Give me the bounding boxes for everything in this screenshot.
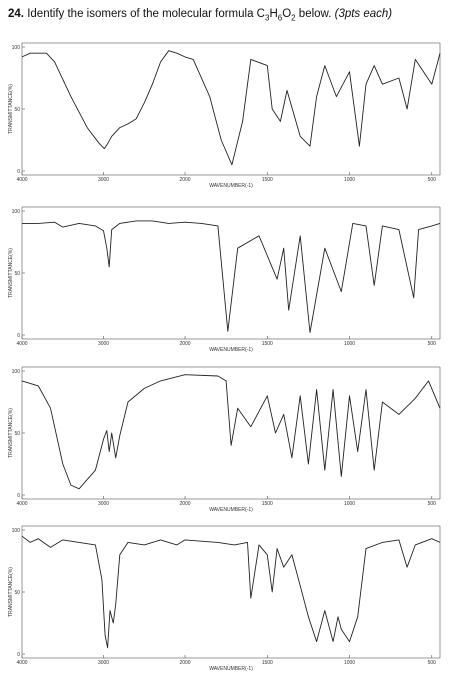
x-tick-label: 1500 bbox=[262, 177, 273, 183]
question-text: O bbox=[282, 8, 292, 20]
plot-frame bbox=[21, 366, 441, 500]
x-tick-label: 1500 bbox=[262, 660, 273, 666]
question: 24. Identify the isomers of the molecula… bbox=[8, 8, 392, 22]
x-tick-label: 500 bbox=[428, 177, 437, 183]
y-axis-label: TRANSMITTANCE(%) bbox=[8, 567, 14, 617]
y-tick-label: 50 bbox=[14, 271, 20, 277]
question-text: H bbox=[269, 8, 278, 20]
x-axis-label: WAVENUMBER(-1) bbox=[209, 183, 253, 189]
y-tick-label: 50 bbox=[14, 590, 20, 596]
x-tick-label: 2000 bbox=[179, 177, 190, 183]
question-number: 24. bbox=[8, 8, 24, 20]
y-axis-label: TRANSMITTANCE(%) bbox=[8, 408, 14, 458]
question-text: Identify the isomers of the molecular fo… bbox=[27, 8, 265, 20]
x-tick-label: 1000 bbox=[344, 177, 355, 183]
x-tick-label: 2000 bbox=[179, 501, 190, 507]
y-tick-label: 0 bbox=[17, 652, 20, 658]
sub: 3 bbox=[264, 13, 270, 23]
sub: 6 bbox=[277, 13, 283, 23]
x-tick-label: 1500 bbox=[262, 501, 273, 507]
y-tick-label: 0 bbox=[17, 169, 20, 175]
spectrum-line bbox=[22, 220, 441, 333]
y-axis-label: TRANSMITTANCE(%) bbox=[8, 84, 14, 134]
x-tick-label: 4000 bbox=[16, 177, 27, 183]
y-tick-label: 0 bbox=[17, 333, 20, 339]
x-tick-label: 2000 bbox=[179, 341, 190, 347]
y-tick-label: 100 bbox=[12, 369, 21, 375]
x-tick-label: 1000 bbox=[344, 341, 355, 347]
x-tick-label: 4000 bbox=[16, 501, 27, 507]
spectrum-line bbox=[21, 535, 441, 649]
x-tick-label: 3000 bbox=[98, 341, 109, 347]
x-tick-label: 3000 bbox=[98, 660, 109, 666]
y-tick-label: 0 bbox=[17, 493, 20, 499]
y-tick-label: 50 bbox=[14, 431, 20, 437]
x-tick-label: 3000 bbox=[98, 501, 109, 507]
plot-frame bbox=[21, 42, 441, 176]
x-tick-label: 500 bbox=[428, 660, 437, 666]
sub: 2 bbox=[291, 13, 296, 23]
y-tick-label: 100 bbox=[12, 209, 21, 215]
y-tick-label: 100 bbox=[12, 45, 21, 51]
x-tick-label: 2000 bbox=[179, 660, 190, 666]
spectrum-line bbox=[21, 50, 441, 166]
spectrum-line bbox=[21, 374, 441, 490]
x-axis-label: WAVENUMBER(-1) bbox=[209, 347, 253, 353]
plot-frame bbox=[21, 206, 441, 340]
x-tick-label: 3000 bbox=[98, 177, 109, 183]
question-note: (3pts each) bbox=[334, 8, 393, 20]
x-tick-label: 1000 bbox=[344, 660, 355, 666]
x-axis-label: WAVENUMBER(-1) bbox=[209, 666, 253, 672]
x-tick-label: 500 bbox=[428, 501, 437, 507]
x-axis-label: WAVENUMBER(-1) bbox=[209, 507, 253, 513]
question-text: below. bbox=[295, 8, 335, 20]
x-tick-label: 4000 bbox=[16, 660, 27, 666]
x-tick-label: 1000 bbox=[344, 501, 355, 507]
plot-frame bbox=[21, 525, 441, 659]
x-tick-label: 4000 bbox=[16, 341, 27, 347]
x-tick-label: 500 bbox=[428, 341, 437, 347]
y-tick-label: 100 bbox=[12, 528, 21, 534]
x-tick-label: 1500 bbox=[262, 341, 273, 347]
y-tick-label: 50 bbox=[14, 107, 20, 113]
y-axis-label: TRANSMITTANCE(%) bbox=[8, 248, 14, 298]
